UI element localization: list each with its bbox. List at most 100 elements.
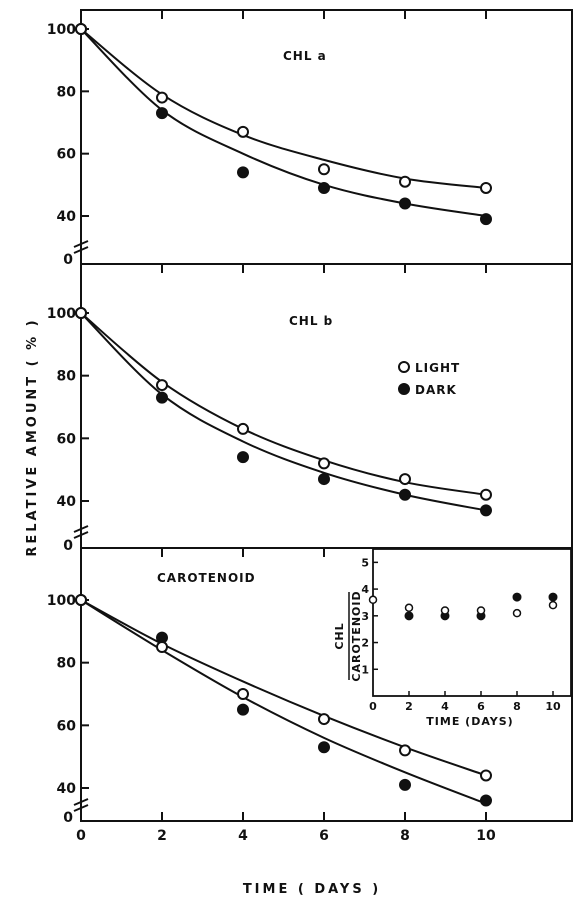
y-tick-label: 80 [57, 84, 77, 100]
fit-curve-light [80, 28, 487, 189]
y-tick-label: 100 [47, 593, 76, 609]
inset-y-tick-label: 5 [361, 556, 369, 569]
data-point-light [75, 594, 87, 606]
legend-marker-light [398, 361, 410, 373]
data-point-light [156, 379, 168, 392]
x-tick-label: 2 [157, 828, 167, 844]
data-point-dark [480, 794, 492, 807]
inset-point-dark [512, 592, 522, 602]
outer-frame [80, 9, 573, 822]
panel-title-chl-a: CHL a [283, 49, 327, 63]
data-point-dark [480, 504, 492, 517]
x-tick-label: 8 [400, 828, 410, 844]
data-point-light [318, 163, 330, 176]
inset-point-light [512, 608, 522, 618]
y-axis-title: RELATIVE AMOUNT ( % ) [25, 317, 40, 556]
inset-point-light [476, 606, 486, 615]
data-point-light [237, 688, 249, 700]
inset-x-tick-label: 6 [477, 700, 485, 713]
data-point-light [156, 641, 168, 653]
data-point-dark [156, 107, 168, 120]
inset-point-light [440, 606, 450, 615]
data-point-dark [480, 213, 492, 226]
inset-y-title-bottom: CAROTENOID [350, 590, 363, 681]
y-axis-break [73, 240, 89, 254]
inset-y-title-top: CHL [333, 622, 346, 649]
x-tick-label: 0 [76, 828, 86, 844]
data-point-light [480, 769, 492, 782]
inset-point-light [548, 600, 558, 610]
y-tick-label: 80 [57, 369, 77, 385]
inset-x-tick-label: 10 [545, 700, 561, 713]
inset-point-light [404, 603, 414, 613]
y-axis-break [73, 798, 89, 812]
inset-frame [372, 548, 572, 697]
data-point-dark [318, 473, 330, 486]
x-axis-title: TIME ( DAYS ) [243, 882, 381, 897]
data-point-dark [237, 166, 249, 179]
fit-curve-dark [80, 599, 487, 805]
y-tick-label: 40 [57, 781, 77, 797]
legend-label-light: LIGHT [415, 361, 460, 375]
legend: LIGHT DARK [398, 361, 460, 397]
data-point-dark [399, 197, 411, 210]
data-point-dark [237, 451, 249, 464]
inset-y-tick-label: 2 [361, 637, 369, 650]
y-tick-label: 100 [47, 22, 76, 38]
data-point-light [399, 175, 411, 188]
y-zero-label: 0 [63, 810, 73, 826]
data-point-light [318, 457, 330, 470]
inset-y-tick-label: 1 [361, 663, 369, 676]
data-point-dark [399, 778, 411, 791]
x-tick-label: 6 [319, 828, 329, 844]
inset-y-tick-label: 4 [361, 583, 369, 596]
data-point-light [237, 422, 249, 435]
panel-title-chl-b: CHL b [289, 314, 333, 328]
fit-curve-dark [80, 312, 487, 512]
y-tick-label: 60 [57, 431, 77, 447]
y-tick-label: 100 [47, 306, 76, 322]
data-point-dark [318, 741, 330, 754]
data-point-light [75, 23, 87, 35]
inset-x-tick-label: 2 [405, 700, 413, 713]
inset-point-dark [548, 592, 558, 602]
fit-curve-dark [80, 28, 487, 217]
data-point-light [156, 91, 168, 104]
y-tick-label: 80 [57, 656, 77, 672]
fit-curve-light [80, 312, 487, 496]
data-point-dark [399, 488, 411, 501]
inset-point-dark [404, 611, 414, 621]
inset-x-tick-label: 4 [441, 700, 449, 713]
inset-x-tick-label: 8 [513, 700, 521, 713]
data-point-light [399, 473, 411, 486]
panel-title-carotenoid: CAROTENOID [157, 571, 256, 585]
data-point-dark [156, 391, 168, 404]
inset-point-light [368, 595, 378, 605]
data-point-dark [237, 703, 249, 716]
inset-x-tick-label: 0 [369, 700, 377, 713]
data-point-light [480, 488, 492, 501]
y-zero-label: 0 [63, 538, 73, 554]
data-point-light [399, 744, 411, 757]
y-axis-break [73, 525, 89, 539]
plot-frame [80, 9, 573, 822]
x-tick-label: 4 [238, 828, 248, 844]
y-tick-label: 40 [57, 209, 77, 225]
data-point-light [237, 125, 249, 138]
data-point-light [480, 181, 492, 194]
y-zero-label: 0 [63, 252, 73, 268]
y-tick-label: 40 [57, 494, 77, 510]
y-tick-label: 60 [57, 147, 77, 163]
legend-marker-dark [398, 383, 410, 395]
inset-x-title: TIME (DAYS) [426, 715, 513, 728]
fit-curve-light [80, 599, 487, 777]
data-point-light [318, 713, 330, 726]
x-tick-label: 10 [476, 828, 496, 844]
inset-y-tick-label: 3 [361, 610, 369, 623]
data-point-light [75, 307, 87, 319]
data-point-dark [318, 181, 330, 194]
y-tick-label: 60 [57, 718, 77, 734]
legend-label-dark: DARK [415, 383, 457, 397]
